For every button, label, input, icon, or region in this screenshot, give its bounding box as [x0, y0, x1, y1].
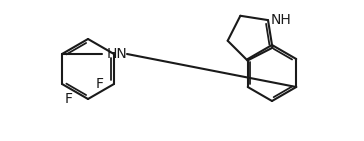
Text: F: F: [96, 77, 104, 91]
Text: NH: NH: [271, 13, 292, 27]
Text: F: F: [65, 92, 73, 106]
Text: HN: HN: [107, 47, 128, 61]
